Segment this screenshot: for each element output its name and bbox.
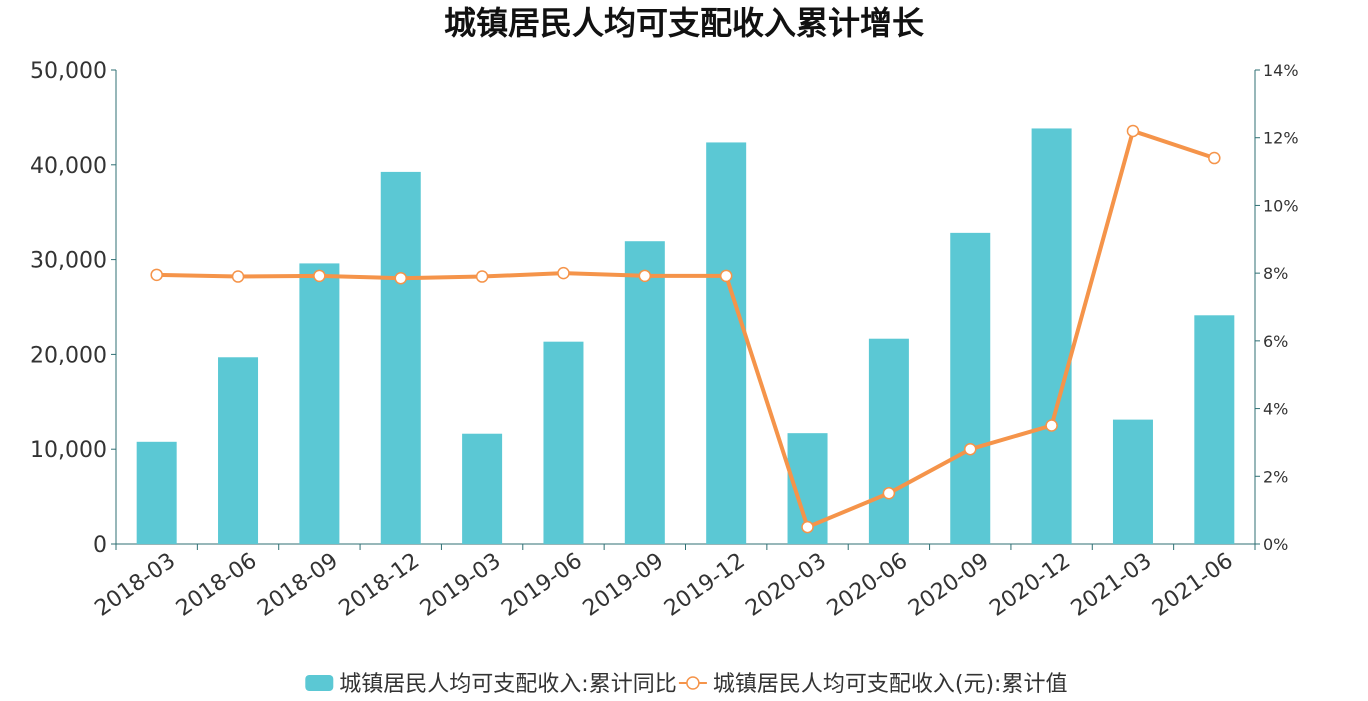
line-point (964, 442, 977, 456)
legend-label-line: 城镇居民人均可支配收入(元):累计值 (713, 672, 1068, 697)
x-tick-label: 2020-03 (741, 548, 831, 621)
right-y-tick-label: 12% (1263, 129, 1299, 148)
line-path (156, 128, 1215, 530)
x-tick-label: 2018-12 (335, 548, 425, 621)
right-y-tick-label: 8% (1263, 264, 1288, 283)
bar (136, 441, 177, 544)
line-point (1208, 151, 1221, 165)
left-y-tick-label: 20,000 (30, 343, 107, 368)
right-y-tick-label: 10% (1263, 196, 1299, 215)
x-tick-label: 2019-09 (579, 548, 669, 621)
line-series (150, 124, 1221, 534)
x-tick-label: 2018-09 (253, 548, 343, 621)
line-point (394, 271, 407, 285)
bar (706, 142, 747, 544)
bar (1194, 315, 1235, 544)
chart-title: 城镇居民人均可支配收入累计增长 (444, 4, 924, 42)
x-tick-label: 2020-09 (904, 548, 994, 621)
x-tick-label: 2021-06 (1148, 548, 1238, 621)
x-tick-label: 2021-03 (1067, 548, 1157, 621)
line-point (1126, 124, 1140, 138)
line-point (150, 268, 163, 282)
line-point (557, 266, 570, 280)
x-tick-label: 2019-03 (416, 548, 506, 621)
bar (462, 433, 503, 544)
left-y-tick-label: 10,000 (30, 438, 107, 463)
bar-series (136, 128, 1235, 545)
x-tick-label: 2019-06 (497, 548, 587, 621)
line-point (231, 270, 245, 283)
right-y-tick-label: 4% (1263, 400, 1288, 419)
bar (1112, 419, 1153, 544)
left-y-tick-label: 0 (93, 533, 107, 558)
right-y-tick-label: 6% (1263, 332, 1288, 351)
legend-swatch-marker (686, 676, 700, 690)
x-tick-label: 2018-06 (172, 548, 262, 621)
right-y-tick-label: 14% (1263, 61, 1299, 80)
legend-swatch-bar (305, 675, 334, 691)
bar (1031, 128, 1072, 544)
bar (218, 357, 259, 544)
x-tick-label: 2020-06 (823, 548, 913, 621)
line-point (882, 486, 896, 500)
bar (868, 338, 909, 544)
bar (380, 171, 421, 544)
bar (624, 241, 665, 545)
line-point (475, 270, 489, 283)
bar (543, 341, 584, 544)
right-y-tick-label: 2% (1263, 467, 1288, 486)
x-tick-label: 2019-12 (660, 548, 750, 621)
line-point (719, 269, 733, 283)
legend: 城镇居民人均可支配收入:累计同比 城镇居民人均可支配收入(元):累计值 (305, 672, 1067, 697)
x-tick-label: 2020-12 (985, 548, 1075, 621)
left-y-tick-label: 30,000 (30, 249, 107, 274)
right-y-tick-label: 0% (1263, 535, 1288, 554)
bar (299, 263, 340, 544)
line-point (313, 269, 326, 283)
line-point (801, 520, 814, 534)
legend-label-bar: 城镇居民人均可支配收入:累计同比 (339, 672, 676, 697)
left-y-tick-label: 40,000 (30, 154, 107, 179)
bar (950, 232, 991, 544)
line-point (1045, 419, 1058, 432)
left-y-tick-label: 50,000 (30, 59, 107, 84)
line-point (638, 269, 652, 283)
x-tick-label: 2018-03 (90, 548, 180, 621)
